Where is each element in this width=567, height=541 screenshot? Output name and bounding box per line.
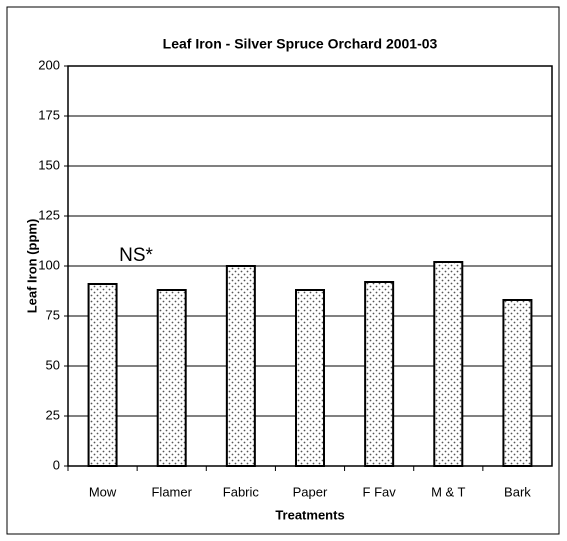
bar — [364, 281, 395, 467]
y-tick-label: 200 — [38, 57, 60, 72]
chart-title: Leaf Iron - Silver Spruce Orchard 2001-0… — [163, 36, 438, 52]
y-tick-label: 125 — [38, 207, 60, 222]
x-axis-label: Treatments — [275, 507, 344, 522]
x-tick-label: Flamer — [151, 484, 192, 499]
y-tick-label: 150 — [38, 157, 60, 172]
x-tick-label: Bark — [504, 484, 531, 499]
y-axis-label: Leaf Iron (ppm) — [24, 219, 39, 314]
x-tick-label: Mow — [89, 484, 117, 499]
bar — [433, 261, 464, 467]
x-tick-label: M & T — [431, 484, 465, 499]
bar — [502, 299, 533, 467]
y-tick-label: 0 — [53, 457, 60, 472]
y-tick-label: 25 — [46, 407, 60, 422]
x-tick-label: F Fav — [363, 484, 397, 499]
y-tick-label: 50 — [46, 357, 60, 372]
y-tick-label: 100 — [38, 257, 60, 272]
bar — [295, 289, 325, 467]
annotation: NS* — [119, 245, 153, 266]
bar — [156, 289, 187, 467]
y-tick-label: 175 — [38, 107, 60, 122]
bar — [225, 265, 256, 467]
bar — [87, 283, 118, 467]
y-tick-label: 75 — [46, 307, 60, 322]
x-tick-label: Paper — [293, 484, 328, 499]
x-tick-label: Fabric — [223, 484, 260, 499]
